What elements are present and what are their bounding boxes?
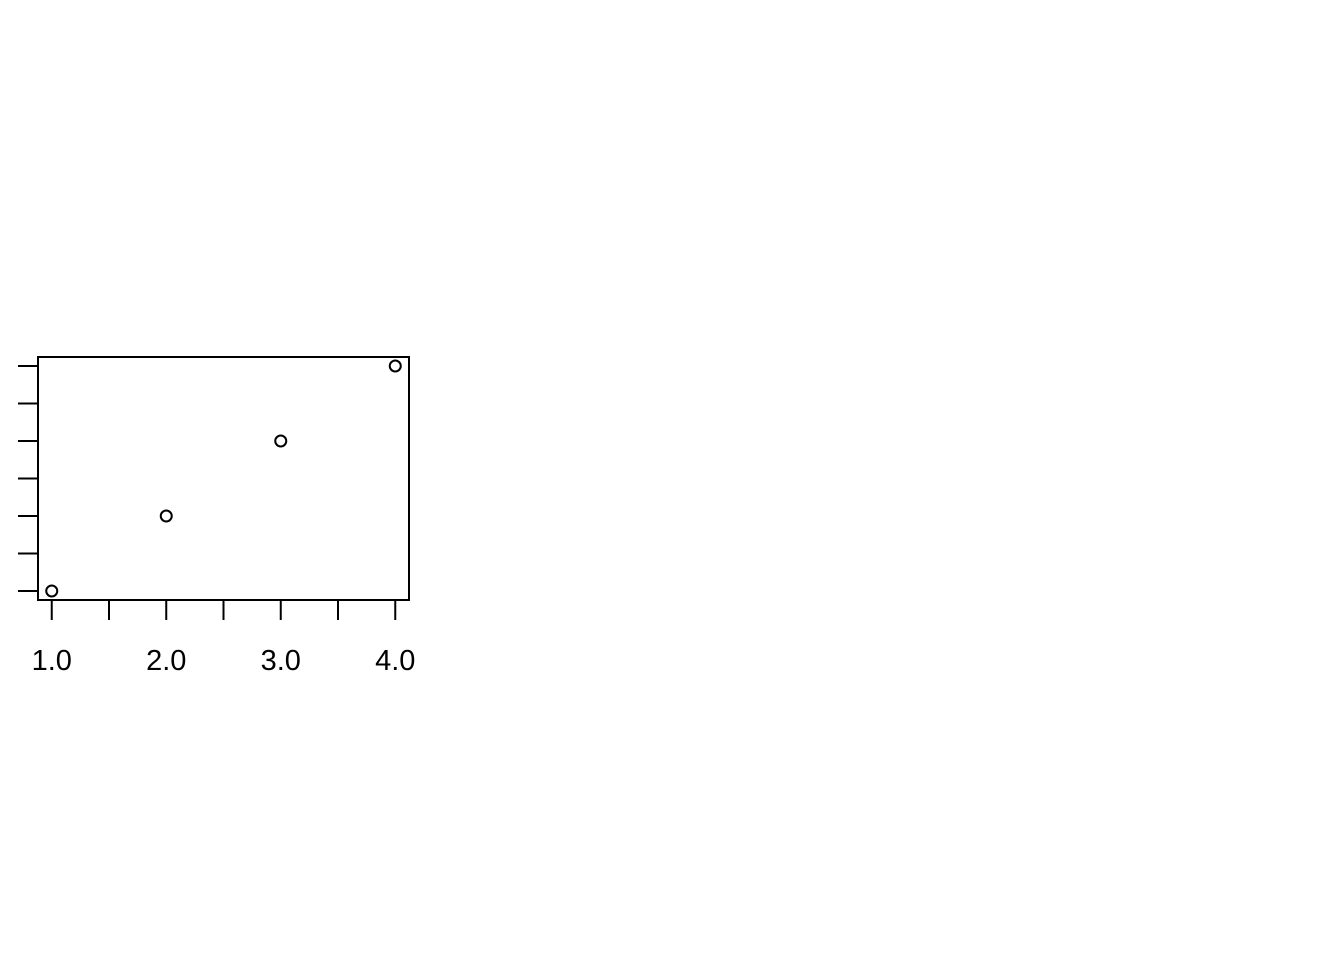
x-tick-label: 4.0 <box>375 645 415 677</box>
data-points <box>45 359 402 598</box>
x-tick-label: 2.0 <box>146 645 186 677</box>
data-point <box>159 509 173 523</box>
x-tick-label: 1.0 <box>32 645 72 677</box>
x-tick-label: 3.0 <box>261 645 301 677</box>
x-axis: 1.0 2.0 3.0 4.0 <box>32 599 415 677</box>
data-point <box>274 434 288 448</box>
data-point <box>45 584 59 598</box>
y-axis <box>18 365 39 592</box>
data-point <box>388 359 402 373</box>
